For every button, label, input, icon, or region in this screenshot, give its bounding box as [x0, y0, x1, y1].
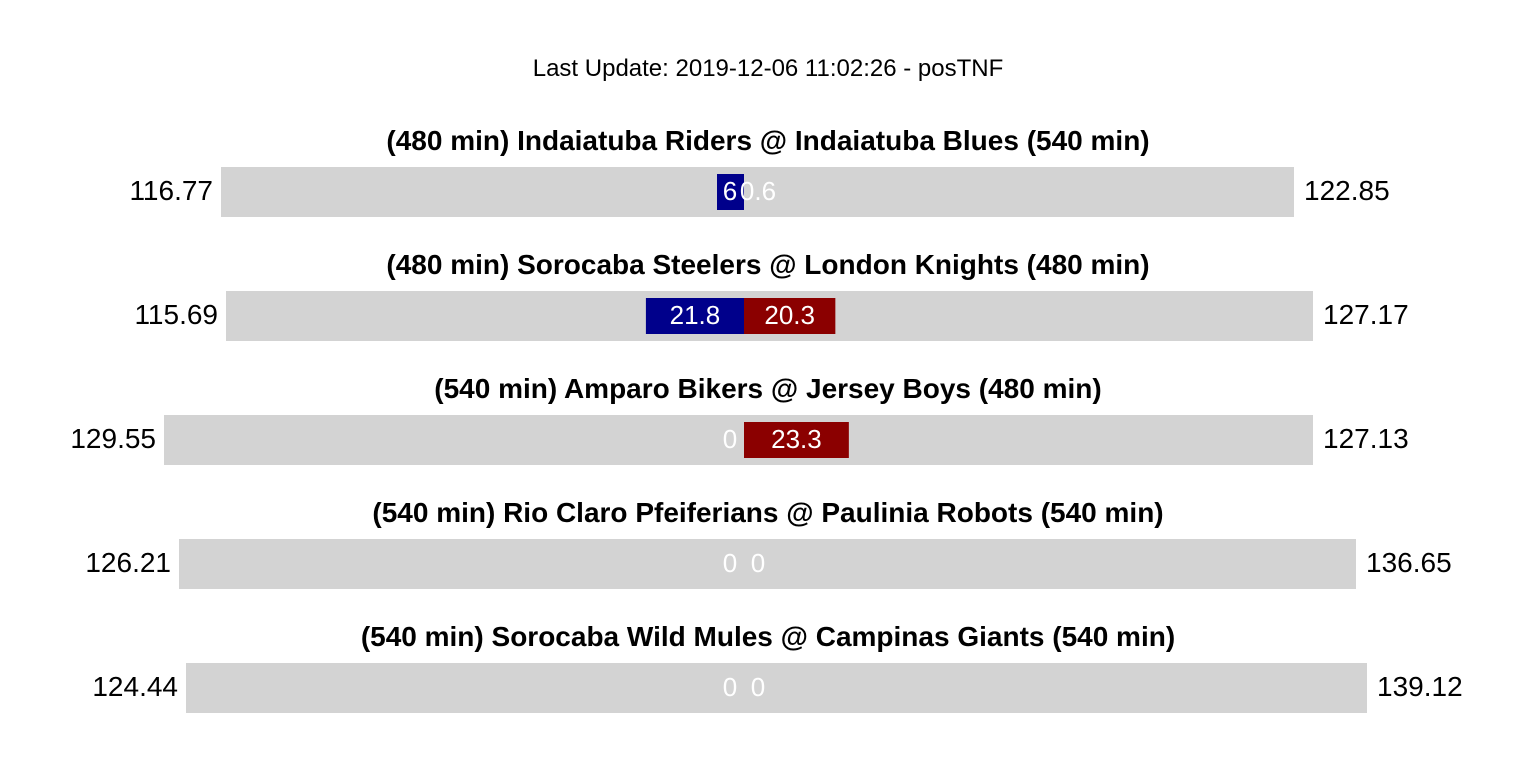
away-score-label: 0 [723, 672, 737, 702]
game-title: (480 min) Indaiatuba Riders @ Indaiatuba… [386, 125, 1149, 156]
home-score-label: 23.3 [771, 424, 822, 454]
home-projection-label: 127.17 [1323, 299, 1409, 330]
home-score-label: 0 [751, 548, 765, 578]
away-score-label: 0 [723, 424, 737, 454]
away-score-bar [645, 298, 744, 334]
away-projection-label: 115.69 [134, 299, 218, 330]
home-score-bar [744, 298, 836, 334]
projection-track-bar [179, 539, 1356, 589]
away-score-bar [717, 174, 744, 210]
home-projection-label: 136.65 [1366, 547, 1452, 578]
home-score-label: 0 [751, 672, 765, 702]
projection-track-bar [164, 415, 1313, 465]
last-update-text: Last Update: 2019-12-06 11:02:26 - posTN… [533, 55, 1004, 82]
game-title: (540 min) Amparo Bikers @ Jersey Boys (4… [434, 373, 1101, 404]
away-projection-label: 129.55 [70, 423, 156, 454]
home-projection-label: 122.85 [1304, 175, 1390, 206]
projection-track-bar [186, 663, 1367, 713]
away-score-label: 21.8 [670, 300, 721, 330]
away-score-label: 6 [723, 176, 737, 206]
away-score-label: 0 [723, 548, 737, 578]
home-projection-label: 127.13 [1323, 423, 1409, 454]
home-projection-label: 139.12 [1377, 671, 1463, 702]
home-score-label: 20.3 [764, 300, 815, 330]
game-title: (540 min) Sorocaba Wild Mules @ Campinas… [361, 621, 1175, 652]
game-title: (480 min) Sorocaba Steelers @ London Kni… [386, 249, 1149, 280]
projection-track-bar [221, 167, 1294, 217]
games-group: (480 min) Indaiatuba Riders @ Indaiatuba… [70, 125, 1463, 713]
away-projection-label: 124.44 [92, 671, 178, 702]
home-score-bar [744, 422, 849, 458]
away-projection-label: 116.77 [129, 175, 213, 206]
away-projection-label: 126.21 [85, 547, 171, 578]
home-score-label: 0.6 [740, 176, 776, 206]
game-title: (540 min) Rio Claro Pfeiferians @ Paulin… [372, 497, 1163, 528]
